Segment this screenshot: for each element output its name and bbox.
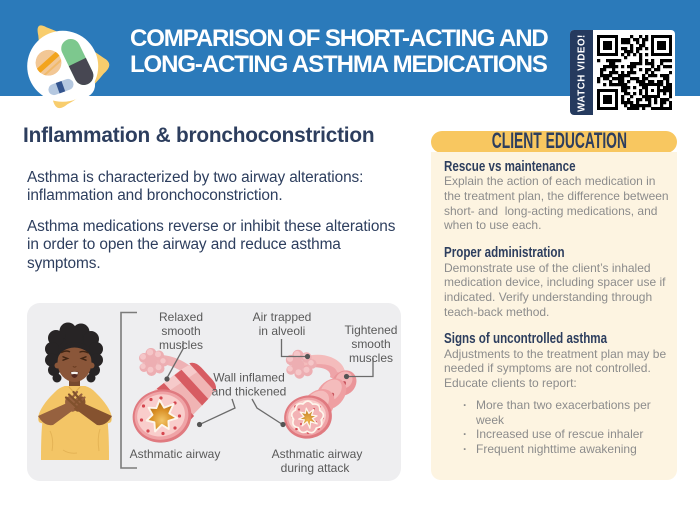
svg-text:smooth: smooth [161, 324, 200, 338]
svg-text:muscles: muscles [159, 338, 203, 352]
svg-text:Relaxed: Relaxed [159, 310, 203, 324]
svg-text:during attack: during attack [281, 461, 351, 475]
svg-text:Wall inflamed: Wall inflamed [213, 371, 285, 385]
svg-text:muscles: muscles [349, 351, 393, 365]
svg-text:smooth: smooth [351, 337, 390, 351]
svg-text:Air trapped: Air trapped [253, 310, 312, 324]
svg-text:Tightened: Tightened [345, 323, 398, 337]
svg-text:Asthmatic airway: Asthmatic airway [272, 447, 363, 461]
svg-text:and thickened: and thickened [212, 385, 287, 399]
svg-text:Asthmatic airway: Asthmatic airway [130, 447, 221, 461]
svg-text:in alveoli: in alveoli [259, 324, 306, 338]
